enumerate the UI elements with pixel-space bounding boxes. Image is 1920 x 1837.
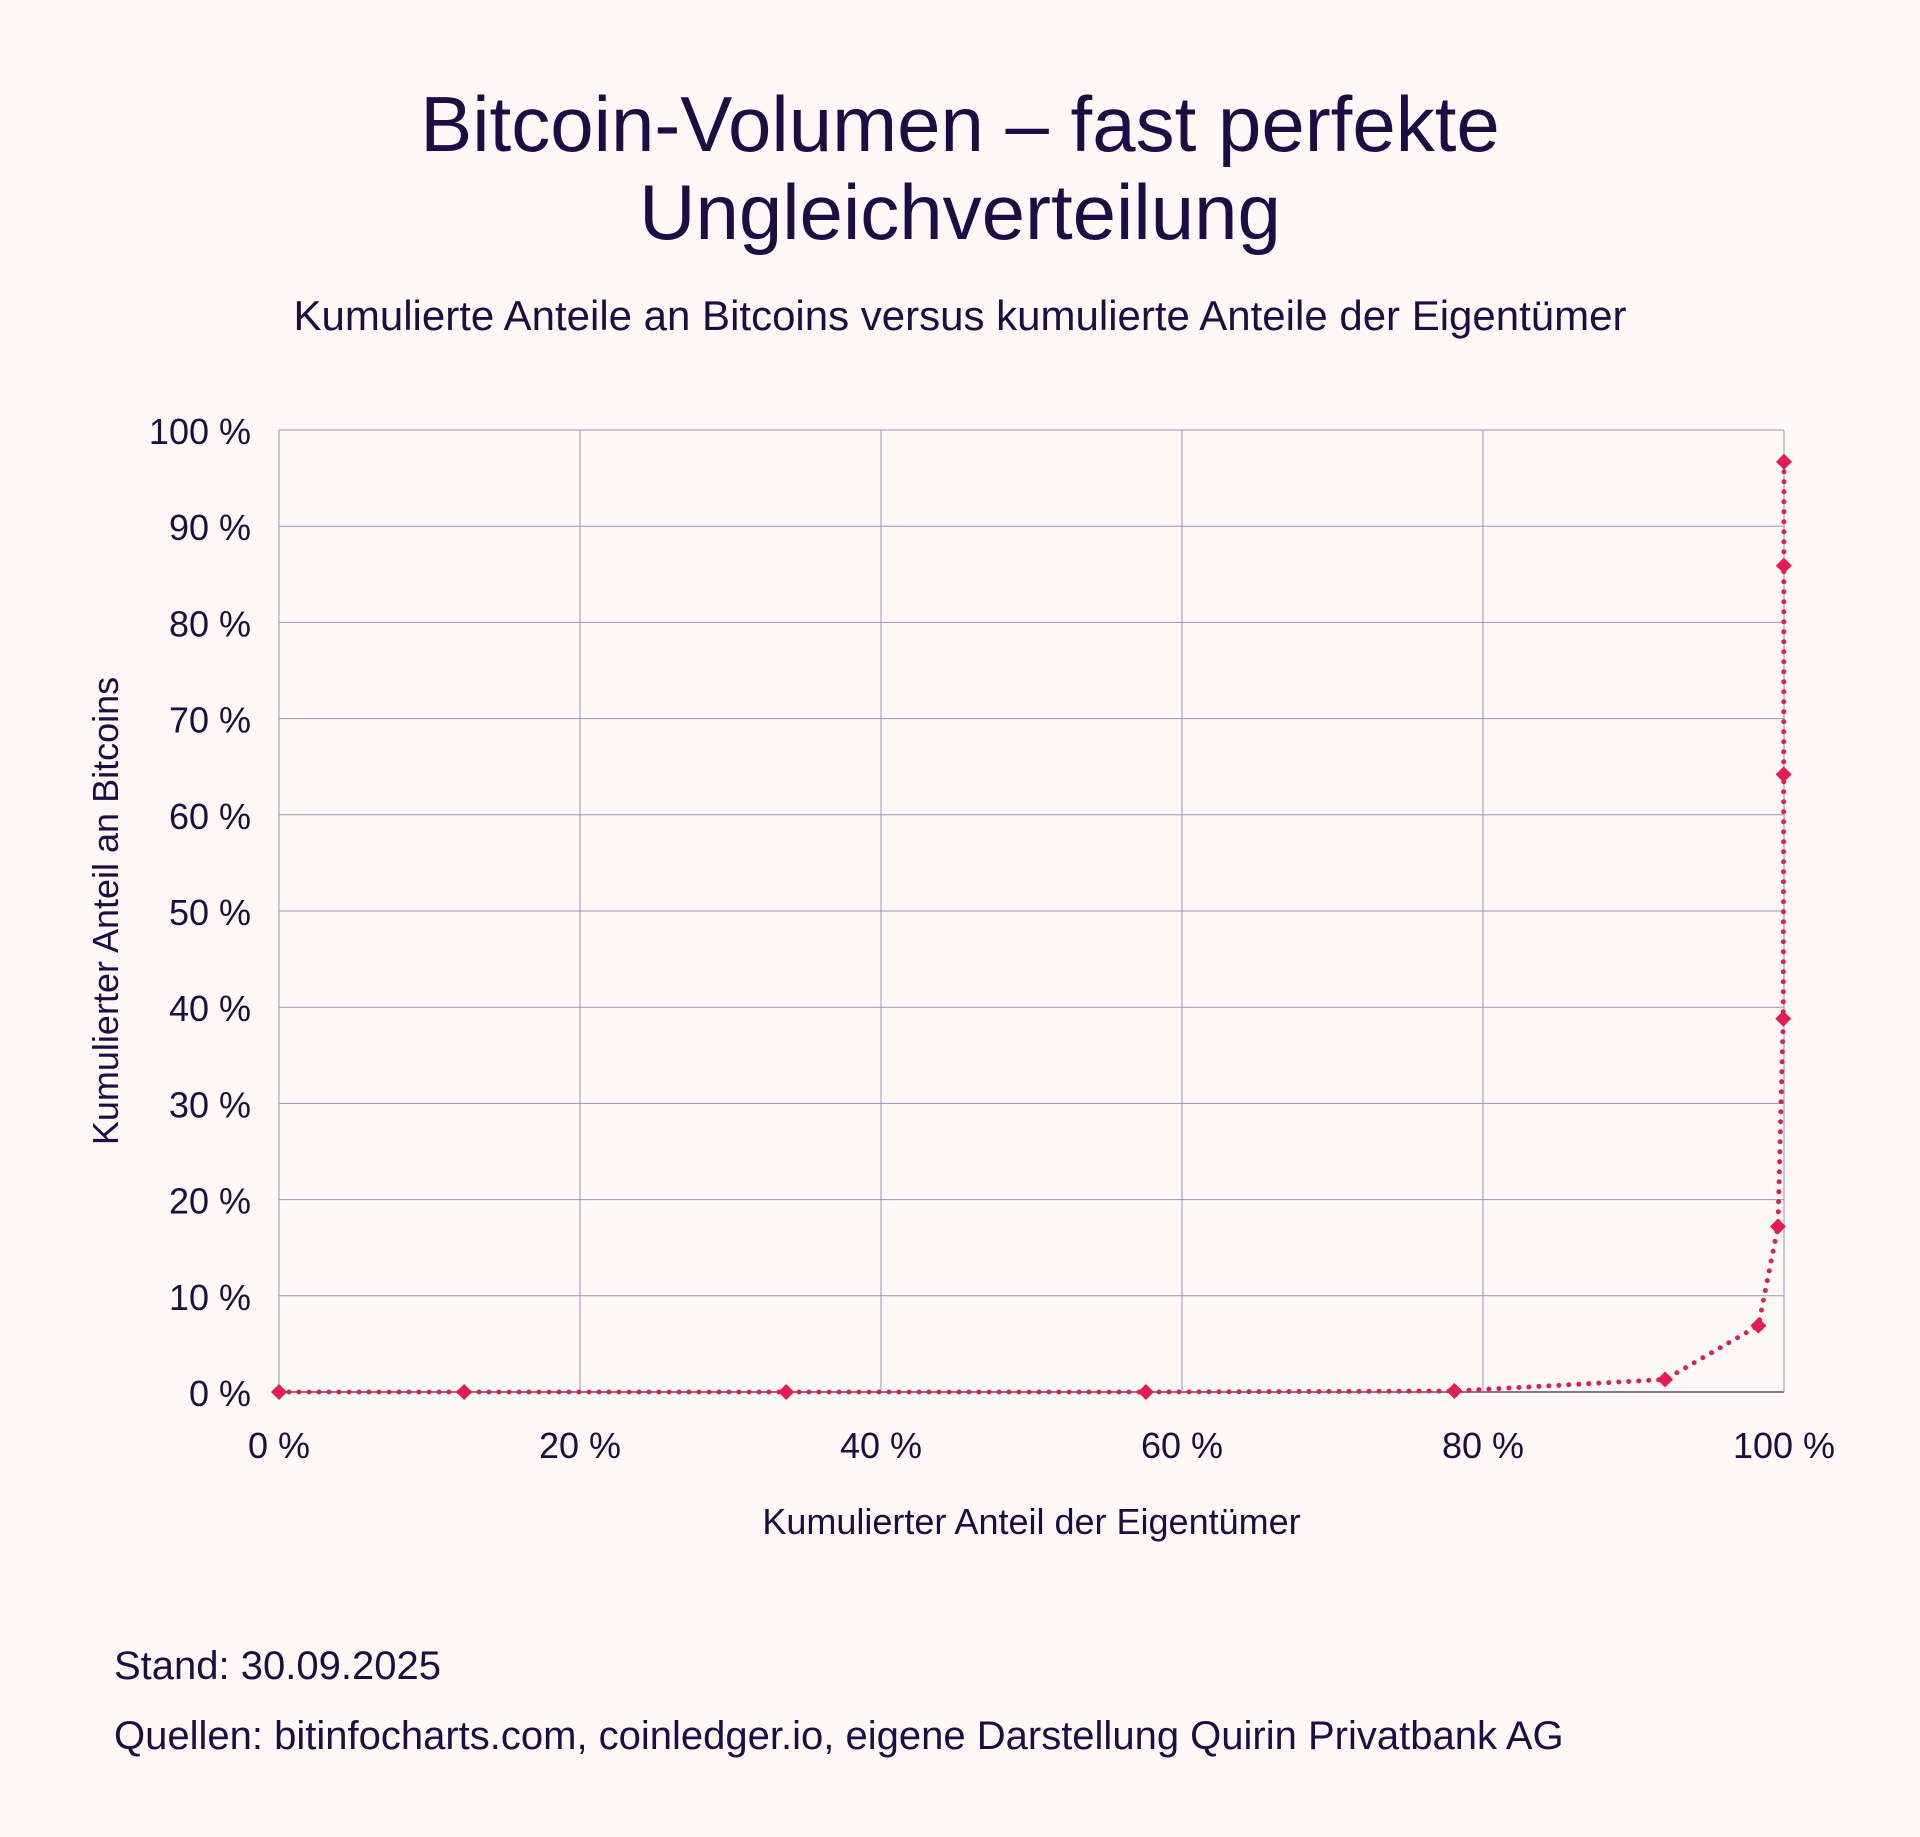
title-line-2: Ungleichverteilung <box>639 168 1281 256</box>
data-point-marker <box>1776 453 1792 470</box>
y-tick-label: 30 % <box>169 1084 251 1125</box>
x-axis-label: Kumulierter Anteil der Eigentümer <box>762 1501 1300 1542</box>
y-tick-label: 40 % <box>169 988 251 1029</box>
y-axis-label: Kumulierter Anteil an Bitcoins <box>85 677 126 1145</box>
x-tick-label: 40 % <box>840 1425 922 1466</box>
x-tick-label: 100 % <box>1733 1425 1835 1466</box>
x-tick-label: 0 % <box>248 1425 310 1466</box>
y-tick-label: 50 % <box>169 892 251 933</box>
data-point-marker <box>778 1384 795 1400</box>
x-tick-label: 60 % <box>1141 1425 1223 1466</box>
y-tick-label: 80 % <box>169 603 251 644</box>
x-tick-label: 20 % <box>539 1425 621 1466</box>
y-tick-label: 0 % <box>189 1373 251 1414</box>
series-line <box>276 459 1787 1395</box>
y-tick-label: 70 % <box>169 700 251 741</box>
data-point-marker <box>1775 766 1792 783</box>
chart-title: Bitcoin-Volumen – fast perfekte Ungleich… <box>0 80 1920 256</box>
data-point-marker <box>1750 1317 1767 1334</box>
data-point-marker <box>1775 1010 1792 1027</box>
y-tick-label: 10 % <box>169 1277 251 1318</box>
data-point-marker <box>1657 1371 1674 1388</box>
y-tick-label: 90 % <box>169 507 251 548</box>
title-line-1: Bitcoin-Volumen – fast perfekte <box>420 80 1500 168</box>
data-point-marker <box>271 1384 287 1400</box>
sources-note: Quellen: bitinfocharts.com, coinledger.i… <box>114 1714 1564 1758</box>
data-point-marker <box>1769 1218 1786 1235</box>
y-tick-label: 100 % <box>149 411 251 452</box>
data-point-marker <box>1137 1384 1154 1400</box>
y-tick-label: 20 % <box>169 1181 251 1222</box>
chart-subtitle: Kumulierte Anteile an Bitcoins versus ku… <box>293 292 1627 339</box>
x-tick-label: 80 % <box>1442 1425 1524 1466</box>
data-point-marker <box>456 1384 473 1400</box>
y-tick-label: 60 % <box>169 796 251 837</box>
data-point-marker <box>1775 557 1792 574</box>
date-note: Stand: 30.09.2025 <box>114 1644 441 1688</box>
data-point-marker <box>1446 1383 1463 1400</box>
